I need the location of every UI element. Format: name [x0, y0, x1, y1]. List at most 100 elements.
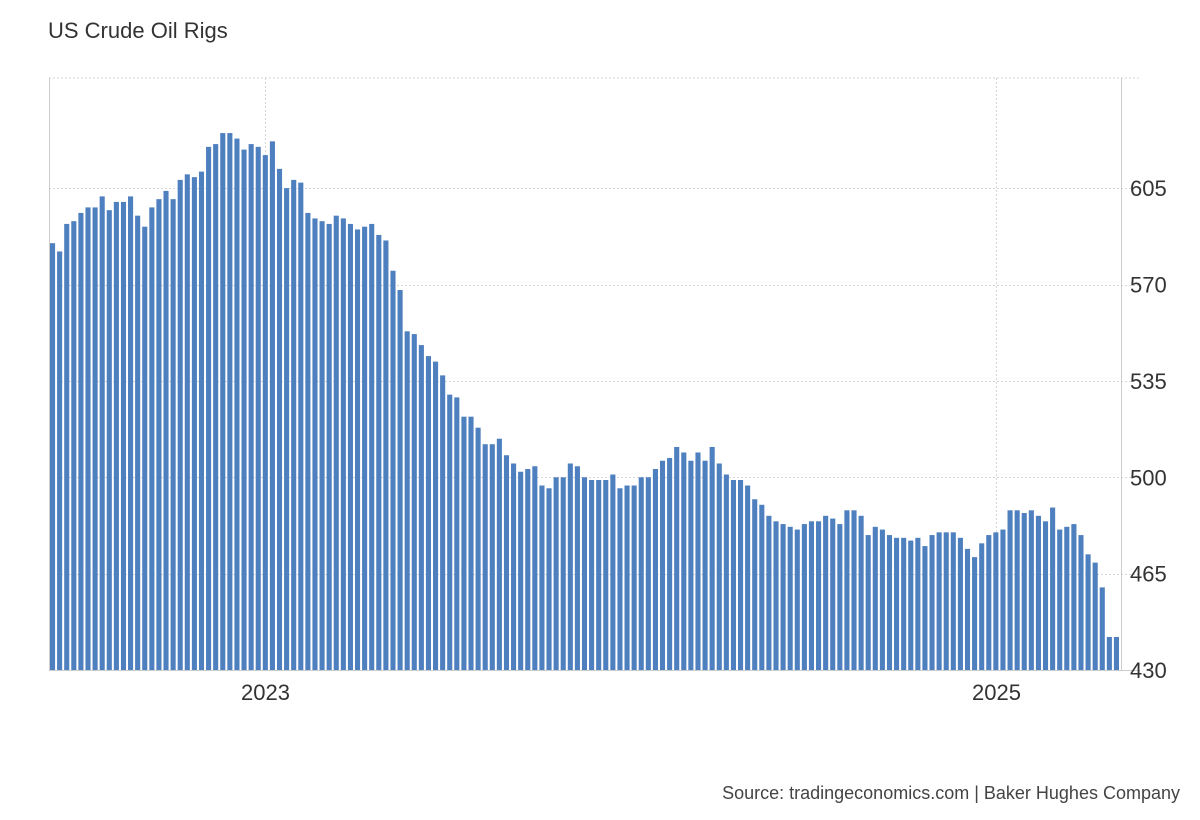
- bar: [468, 416, 474, 670]
- bar: [78, 212, 84, 671]
- bar: [638, 477, 644, 670]
- bar: [213, 144, 219, 670]
- bar: [50, 243, 56, 670]
- bar: [844, 510, 850, 670]
- bar: [156, 199, 162, 670]
- bar: [284, 188, 290, 670]
- bar: [503, 455, 510, 670]
- y-tick-label: 535: [1130, 369, 1167, 394]
- bar: [560, 477, 566, 670]
- bar: [1092, 562, 1098, 670]
- bar: [99, 196, 105, 670]
- bar: [745, 485, 751, 670]
- bar: [433, 361, 439, 670]
- bar: [198, 171, 205, 670]
- bar: [120, 201, 127, 670]
- bar: [390, 270, 396, 670]
- bar: [354, 229, 361, 670]
- bar: [872, 526, 878, 670]
- bar: [227, 133, 233, 670]
- bar: [369, 223, 375, 670]
- bar: [1014, 510, 1020, 670]
- bar: [142, 226, 148, 670]
- bar: [276, 168, 283, 670]
- bar: [915, 537, 921, 670]
- bar: [1113, 636, 1119, 670]
- bar: [574, 466, 580, 670]
- y-tick-label: 605: [1130, 176, 1167, 201]
- bar: [1085, 554, 1091, 670]
- bar: [298, 182, 304, 670]
- bar: [674, 446, 680, 670]
- bar: [440, 375, 446, 670]
- bar: [269, 141, 275, 670]
- bar: [170, 199, 176, 670]
- bar: [362, 226, 368, 670]
- y-tick-label: 500: [1130, 465, 1167, 490]
- bar: [92, 207, 98, 670]
- bar: [113, 201, 119, 670]
- bar: [695, 452, 701, 670]
- bar: [964, 548, 971, 670]
- bar: [752, 499, 758, 670]
- bar: [581, 477, 588, 670]
- x-tick-label: 2023: [241, 680, 290, 705]
- bar: [525, 469, 531, 670]
- bar: [730, 480, 736, 670]
- bar: [816, 521, 822, 670]
- bar: [986, 535, 992, 670]
- bar: [191, 177, 197, 670]
- bar: [716, 463, 722, 670]
- bar: [702, 460, 708, 670]
- bar: [879, 529, 885, 670]
- bar: [482, 444, 488, 670]
- bar: [475, 427, 481, 670]
- bar: [979, 543, 985, 670]
- bar: [936, 532, 942, 670]
- bar: [617, 488, 623, 670]
- bar: [461, 416, 467, 670]
- bar: [972, 557, 978, 670]
- chart-title: US Crude Oil Rigs: [48, 18, 228, 43]
- bar: [539, 485, 545, 670]
- bar: [106, 210, 112, 671]
- bar: [631, 485, 637, 670]
- bar: [1021, 513, 1027, 670]
- bar: [1042, 521, 1049, 670]
- bar: [411, 334, 417, 670]
- bar: [1035, 515, 1041, 670]
- bar: [596, 480, 602, 670]
- bar: [262, 155, 268, 671]
- bar: [787, 526, 793, 670]
- bar: [709, 446, 715, 670]
- bar: [248, 144, 254, 670]
- bar: [149, 207, 155, 670]
- bar: [993, 532, 999, 670]
- bar: [894, 537, 900, 670]
- bar: [305, 212, 311, 671]
- bar: [312, 218, 318, 670]
- bar: [511, 463, 517, 670]
- bar: [645, 477, 651, 670]
- bar: [610, 474, 616, 670]
- bar: [773, 521, 779, 670]
- bar: [1050, 507, 1056, 670]
- bar: [546, 488, 552, 670]
- bar: [723, 474, 729, 670]
- bar: [950, 532, 956, 670]
- bar: [447, 394, 453, 670]
- bar: [794, 529, 800, 670]
- bar: [688, 460, 694, 670]
- bar: [184, 174, 190, 670]
- bar: [206, 146, 212, 671]
- bar: [489, 444, 495, 670]
- bar: [851, 510, 857, 670]
- bar: [1000, 529, 1006, 670]
- bar: [347, 223, 353, 670]
- bar: [659, 460, 666, 670]
- bar: [780, 524, 786, 670]
- bar: [1057, 529, 1063, 670]
- bar: [652, 469, 658, 670]
- bar: [837, 524, 843, 670]
- bar: [553, 477, 559, 670]
